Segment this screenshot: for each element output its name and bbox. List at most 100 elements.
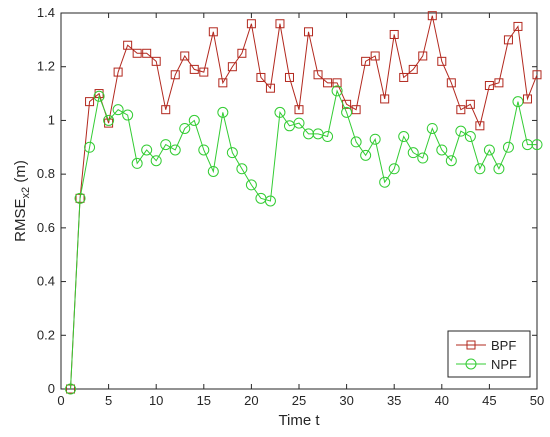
data-point-npf (169, 144, 181, 156)
data-point-npf (369, 133, 381, 145)
data-point-bpf (246, 19, 256, 29)
data-point-bpf (294, 105, 304, 115)
data-point-npf (398, 131, 410, 143)
x-tick-label: 5 (105, 393, 112, 408)
data-point-bpf (323, 78, 333, 88)
data-point-npf (93, 90, 105, 102)
data-point-npf (112, 104, 124, 116)
x-tick-label: 45 (482, 393, 496, 408)
data-point-npf (445, 155, 457, 167)
data-point-bpf (237, 48, 247, 58)
data-point-npf (160, 139, 172, 151)
x-tick-label: 25 (292, 393, 306, 408)
data-point-npf (379, 176, 391, 188)
data-point-bpf (265, 83, 275, 93)
data-point-bpf (494, 78, 504, 88)
data-point-npf (293, 117, 305, 129)
data-point-bpf (123, 40, 133, 50)
y-tick-label: 0.6 (37, 220, 55, 235)
data-point-bpf (256, 72, 266, 82)
data-point-npf (264, 195, 276, 207)
series-npf (65, 85, 543, 395)
y-tick-label: 1 (48, 112, 55, 127)
data-point-npf (274, 106, 286, 118)
y-tick-label: 0.2 (37, 327, 55, 342)
series-bpf (66, 11, 542, 394)
data-point-bpf (113, 67, 123, 77)
data-point-bpf (85, 97, 95, 107)
x-tick-label: 50 (530, 393, 544, 408)
x-tick-label: 15 (197, 393, 211, 408)
data-point-npf (426, 122, 438, 134)
data-point-bpf (313, 70, 323, 80)
data-point-npf (341, 106, 353, 118)
data-point-bpf (484, 81, 494, 91)
data-point-bpf (275, 19, 285, 29)
data-point-bpf (418, 51, 428, 61)
data-point-npf (198, 144, 210, 156)
data-point-bpf (132, 48, 142, 58)
y-axis-title-subscript: x2 (20, 187, 32, 199)
data-point-npf (150, 155, 162, 167)
data-point-bpf (465, 99, 475, 109)
data-point-bpf (361, 56, 371, 66)
data-point-npf (417, 152, 429, 164)
data-point-npf (179, 122, 191, 134)
data-point-npf (217, 106, 229, 118)
x-tick-label: 10 (149, 393, 163, 408)
data-point-npf (207, 165, 219, 177)
data-point-npf (360, 149, 372, 161)
data-point-npf (455, 125, 467, 137)
plot-area (60, 12, 538, 390)
data-point-bpf (408, 64, 418, 74)
data-point-npf (483, 144, 495, 156)
data-point-bpf (389, 29, 399, 39)
data-point-bpf (399, 72, 409, 82)
data-point-bpf (522, 94, 532, 104)
y-axis-title-main: RMSE (12, 198, 29, 241)
x-tick-label: 35 (387, 393, 401, 408)
data-point-bpf (304, 27, 314, 37)
y-axis-title-unit: (m) (12, 160, 29, 187)
data-point-bpf (351, 105, 361, 115)
data-point-bpf (218, 78, 228, 88)
data-point-bpf (427, 11, 437, 21)
data-point-npf (322, 131, 334, 143)
data-point-npf (512, 96, 524, 108)
data-point-bpf (456, 105, 466, 115)
data-point-bpf (284, 72, 294, 82)
x-tick-label: 20 (244, 393, 258, 408)
data-point-bpf (503, 35, 513, 45)
data-point-npf (84, 141, 96, 153)
y-axis-title: RMSEx2 (m) (12, 160, 32, 242)
y-tick-label: 0.4 (37, 274, 55, 289)
data-point-npf (122, 109, 134, 121)
data-point-npf (131, 157, 143, 169)
data-point-bpf (437, 56, 447, 66)
data-point-npf (331, 85, 343, 97)
data-point-npf (74, 192, 86, 204)
y-tick-label: 0.8 (37, 166, 55, 181)
data-point-bpf (170, 70, 180, 80)
data-point-bpf (227, 62, 237, 72)
series-layer (65, 11, 543, 395)
data-point-bpf (332, 78, 342, 88)
data-point-bpf (513, 21, 523, 31)
y-tick-label: 1.2 (37, 59, 55, 74)
data-point-npf (502, 141, 514, 153)
data-point-npf (474, 163, 486, 175)
data-point-bpf (189, 64, 199, 74)
data-point-npf (188, 114, 200, 126)
data-point-bpf (180, 51, 190, 61)
x-tick-label: 30 (339, 393, 353, 408)
data-point-npf (103, 114, 115, 126)
data-point-bpf (380, 94, 390, 104)
x-tick-label: 40 (435, 393, 449, 408)
data-point-npf (141, 144, 153, 156)
data-point-bpf (475, 121, 485, 131)
data-point-npf (245, 179, 257, 191)
data-point-bpf (208, 27, 218, 37)
data-point-bpf (446, 78, 456, 88)
legend-label-npf: NPF (491, 357, 517, 372)
legend-marker-npf (465, 358, 477, 370)
